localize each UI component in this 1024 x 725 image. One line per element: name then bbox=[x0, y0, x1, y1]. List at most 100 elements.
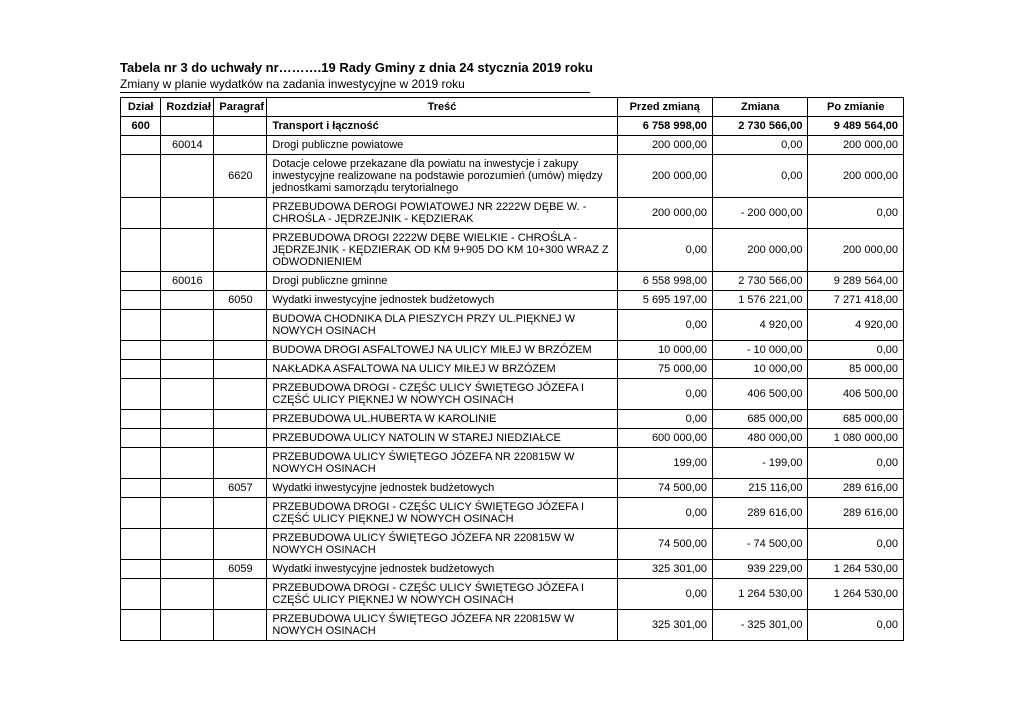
cell-paragraf bbox=[214, 136, 267, 155]
cell-dzial bbox=[121, 529, 161, 560]
cell-dzial bbox=[121, 560, 161, 579]
cell-zmiana: 0,00 bbox=[713, 136, 808, 155]
cell-po: 200 000,00 bbox=[808, 136, 904, 155]
cell-przed: 0,00 bbox=[617, 310, 712, 341]
cell-przed: 199,00 bbox=[617, 448, 712, 479]
cell-rozdzial bbox=[161, 498, 214, 529]
cell-paragraf bbox=[214, 379, 267, 410]
cell-przed: 200 000,00 bbox=[617, 155, 712, 198]
cell-paragraf bbox=[214, 272, 267, 291]
cell-po: 7 271 418,00 bbox=[808, 291, 904, 310]
cell-tresc: Drogi publiczne gminne bbox=[267, 272, 617, 291]
table-row: 6059Wydatki inwestycyjne jednostek budże… bbox=[121, 560, 904, 579]
cell-dzial bbox=[121, 136, 161, 155]
cell-tresc: PRZEBUDOWA DROGI 2222W DĘBE WIELKIE - CH… bbox=[267, 229, 617, 272]
cell-tresc: PRZEBUDOWA DEROGI POWIATOWEJ NR 2222W DĘ… bbox=[267, 198, 617, 229]
cell-zmiana: 0,00 bbox=[713, 155, 808, 198]
cell-przed: 6 558 998,00 bbox=[617, 272, 712, 291]
cell-przed: 6 758 998,00 bbox=[617, 117, 712, 136]
cell-po: 0,00 bbox=[808, 341, 904, 360]
cell-tresc: Drogi publiczne powiatowe bbox=[267, 136, 617, 155]
cell-przed: 5 695 197,00 bbox=[617, 291, 712, 310]
cell-zmiana: - 200 000,00 bbox=[713, 198, 808, 229]
table-row: PRZEBUDOWA ULICY NATOLIN W STAREJ NIEDZI… bbox=[121, 429, 904, 448]
cell-rozdzial bbox=[161, 610, 214, 641]
cell-po: 200 000,00 bbox=[808, 155, 904, 198]
table-row: 6057Wydatki inwestycyjne jednostek budże… bbox=[121, 479, 904, 498]
cell-przed: 200 000,00 bbox=[617, 136, 712, 155]
col-po: Po zmianie bbox=[808, 98, 904, 117]
cell-paragraf bbox=[214, 310, 267, 341]
cell-paragraf bbox=[214, 341, 267, 360]
cell-rozdzial bbox=[161, 198, 214, 229]
cell-paragraf bbox=[214, 579, 267, 610]
cell-rozdzial bbox=[161, 429, 214, 448]
table-row: PRZEBUDOWA DROGI 2222W DĘBE WIELKIE - CH… bbox=[121, 229, 904, 272]
cell-rozdzial bbox=[161, 341, 214, 360]
cell-po: 0,00 bbox=[808, 448, 904, 479]
cell-rozdzial bbox=[161, 229, 214, 272]
cell-po: 289 616,00 bbox=[808, 479, 904, 498]
cell-dzial bbox=[121, 360, 161, 379]
cell-dzial bbox=[121, 610, 161, 641]
cell-dzial bbox=[121, 291, 161, 310]
cell-przed: 325 301,00 bbox=[617, 560, 712, 579]
cell-paragraf: 6059 bbox=[214, 560, 267, 579]
cell-rozdzial bbox=[161, 479, 214, 498]
cell-przed: 600 000,00 bbox=[617, 429, 712, 448]
cell-po: 200 000,00 bbox=[808, 229, 904, 272]
cell-przed: 0,00 bbox=[617, 410, 712, 429]
cell-paragraf bbox=[214, 498, 267, 529]
cell-paragraf: 6050 bbox=[214, 291, 267, 310]
table-row: 600Transport i łączność6 758 998,002 730… bbox=[121, 117, 904, 136]
cell-rozdzial bbox=[161, 560, 214, 579]
cell-przed: 75 000,00 bbox=[617, 360, 712, 379]
cell-tresc: Wydatki inwestycyjne jednostek budżetowy… bbox=[267, 560, 617, 579]
cell-paragraf: 6620 bbox=[214, 155, 267, 198]
cell-dzial bbox=[121, 229, 161, 272]
cell-po: 1 080 000,00 bbox=[808, 429, 904, 448]
cell-po: 685 000,00 bbox=[808, 410, 904, 429]
table-row: PRZEBUDOWA DROGI - CZĘŚC ULICY ŚWIĘTEGO … bbox=[121, 498, 904, 529]
cell-paragraf bbox=[214, 229, 267, 272]
cell-tresc: NAKŁADKA ASFALTOWA NA ULICY MIŁEJ W BRZÓ… bbox=[267, 360, 617, 379]
cell-zmiana: 215 116,00 bbox=[713, 479, 808, 498]
cell-zmiana: 1 264 530,00 bbox=[713, 579, 808, 610]
cell-zmiana: 2 730 566,00 bbox=[713, 117, 808, 136]
table-row: PRZEBUDOWA ULICY ŚWIĘTEGO JÓZEFA NR 2208… bbox=[121, 610, 904, 641]
cell-paragraf: 6057 bbox=[214, 479, 267, 498]
cell-przed: 0,00 bbox=[617, 579, 712, 610]
cell-zmiana: 939 229,00 bbox=[713, 560, 808, 579]
cell-paragraf bbox=[214, 117, 267, 136]
table-subtitle: Zmiany w planie wydatków na zadania inwe… bbox=[120, 77, 590, 93]
cell-zmiana: 480 000,00 bbox=[713, 429, 808, 448]
cell-przed: 0,00 bbox=[617, 498, 712, 529]
cell-po: 85 000,00 bbox=[808, 360, 904, 379]
cell-zmiana: 4 920,00 bbox=[713, 310, 808, 341]
cell-zmiana: 200 000,00 bbox=[713, 229, 808, 272]
table-header-row: Dział Rozdział Paragraf Treść Przed zmia… bbox=[121, 98, 904, 117]
cell-po: 0,00 bbox=[808, 529, 904, 560]
cell-dzial bbox=[121, 429, 161, 448]
cell-dzial bbox=[121, 498, 161, 529]
cell-tresc: PRZEBUDOWA ULICY NATOLIN W STAREJ NIEDZI… bbox=[267, 429, 617, 448]
cell-rozdzial bbox=[161, 310, 214, 341]
cell-zmiana: 1 576 221,00 bbox=[713, 291, 808, 310]
cell-paragraf bbox=[214, 448, 267, 479]
col-dzial: Dział bbox=[121, 98, 161, 117]
cell-rozdzial bbox=[161, 155, 214, 198]
cell-przed: 325 301,00 bbox=[617, 610, 712, 641]
cell-po: 9 289 564,00 bbox=[808, 272, 904, 291]
cell-przed: 74 500,00 bbox=[617, 479, 712, 498]
table-row: PRZEBUDOWA DROGI - CZĘŚC ULICY ŚWIĘTEGO … bbox=[121, 579, 904, 610]
cell-paragraf bbox=[214, 429, 267, 448]
table-row: PRZEBUDOWA ULICY ŚWIĘTEGO JÓZEFA NR 2208… bbox=[121, 448, 904, 479]
table-row: PRZEBUDOWA UL.HUBERTA W KAROLINIE0,00685… bbox=[121, 410, 904, 429]
cell-zmiana: 10 000,00 bbox=[713, 360, 808, 379]
cell-rozdzial bbox=[161, 579, 214, 610]
cell-dzial bbox=[121, 272, 161, 291]
cell-tresc: PRZEBUDOWA ULICY ŚWIĘTEGO JÓZEFA NR 2208… bbox=[267, 529, 617, 560]
budget-table: Dział Rozdział Paragraf Treść Przed zmia… bbox=[120, 97, 904, 641]
cell-zmiana: 289 616,00 bbox=[713, 498, 808, 529]
cell-po: 1 264 530,00 bbox=[808, 579, 904, 610]
